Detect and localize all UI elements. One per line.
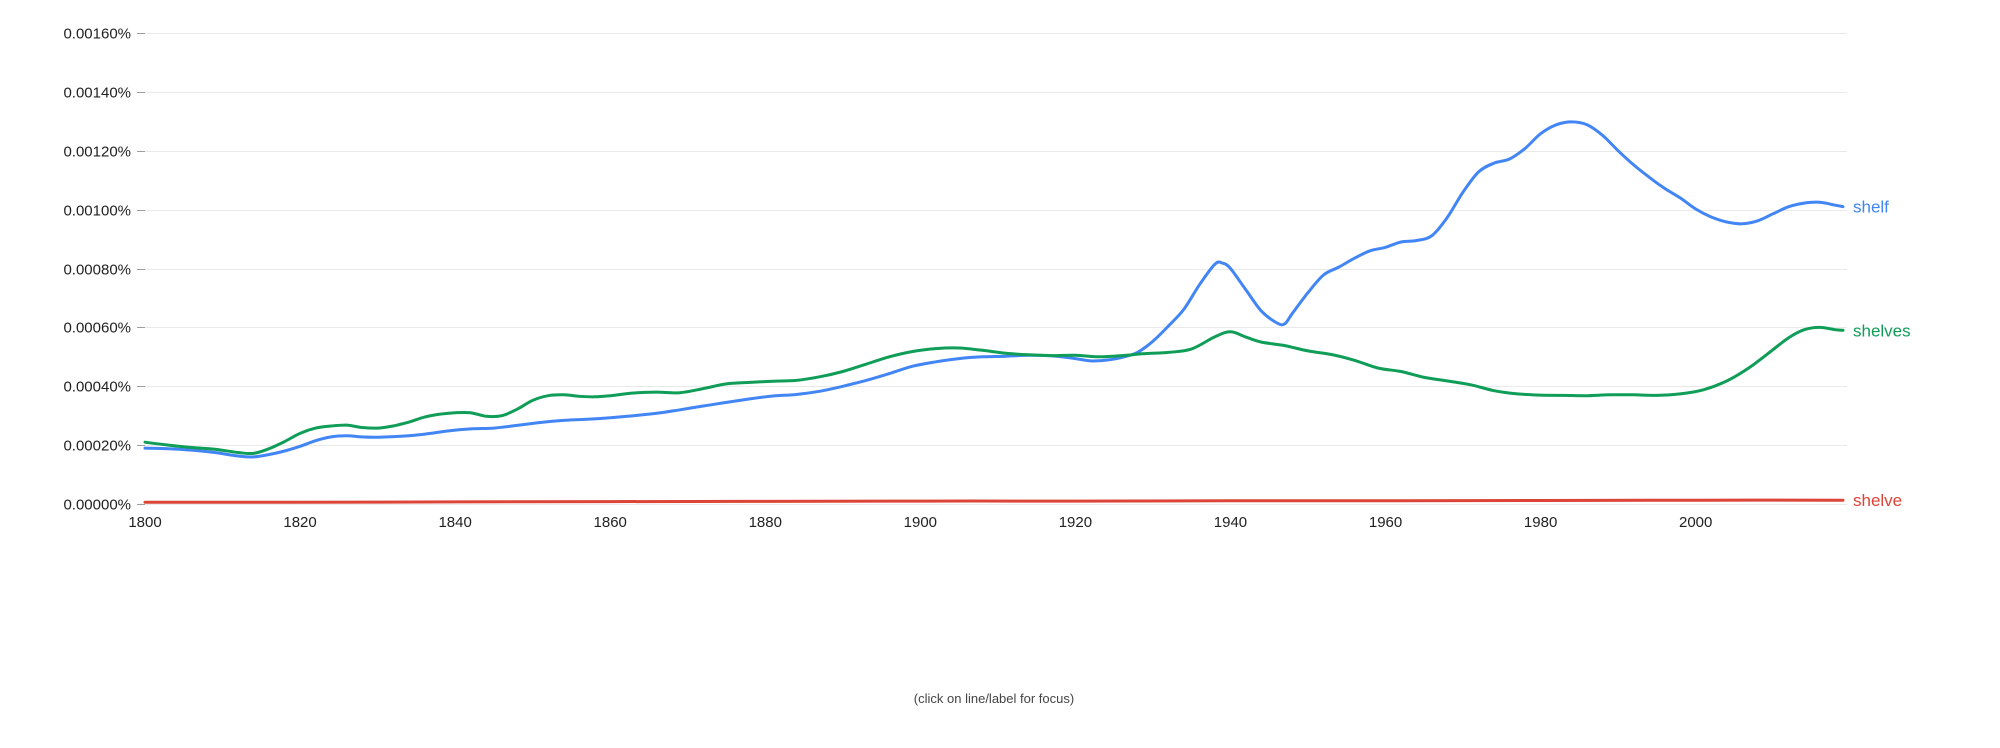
series-label-shelf[interactable]: shelf xyxy=(1853,198,1889,217)
x-tick-label: 1940 xyxy=(1214,514,1247,531)
y-tick-label: 0.00060% xyxy=(63,320,131,337)
x-tick-label: 1820 xyxy=(283,514,316,531)
y-tick-label: 0.00020% xyxy=(63,438,131,455)
x-tick-label: 1860 xyxy=(594,514,627,531)
y-tick-label: 0.00160% xyxy=(63,26,131,43)
series-line-shelf[interactable] xyxy=(143,120,1845,459)
series-line-shelve[interactable] xyxy=(143,498,1845,504)
x-tick-label: 1800 xyxy=(128,514,161,531)
x-tick-label: 2000 xyxy=(1679,514,1712,531)
chart-caption: (click on line/label for focus) xyxy=(913,691,1075,706)
y-tick-label: 0.00040% xyxy=(63,379,131,396)
y-tick-label: 0.00120% xyxy=(63,144,131,161)
x-tick-label: 1980 xyxy=(1524,514,1557,531)
x-tick-label: 1840 xyxy=(438,514,471,531)
x-tick-label: 1880 xyxy=(749,514,782,531)
series-line-shelves[interactable] xyxy=(143,325,1845,456)
y-tick-label: 0.00000% xyxy=(63,497,131,514)
y-tick-label: 0.00080% xyxy=(63,262,131,279)
x-tick-label: 1920 xyxy=(1059,514,1092,531)
series-label-shelves[interactable]: shelves xyxy=(1853,321,1911,340)
series-label-shelve[interactable]: shelve xyxy=(1853,491,1902,510)
x-tick-label: 1960 xyxy=(1369,514,1402,531)
x-tick-label: 1900 xyxy=(904,514,937,531)
y-tick-label: 0.00100% xyxy=(63,203,131,220)
y-tick-label: 0.00140% xyxy=(63,85,131,102)
